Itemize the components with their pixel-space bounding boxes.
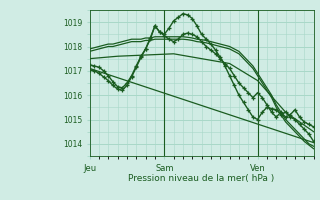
X-axis label: Pression niveau de la mer( hPa ): Pression niveau de la mer( hPa ) [128,174,275,183]
